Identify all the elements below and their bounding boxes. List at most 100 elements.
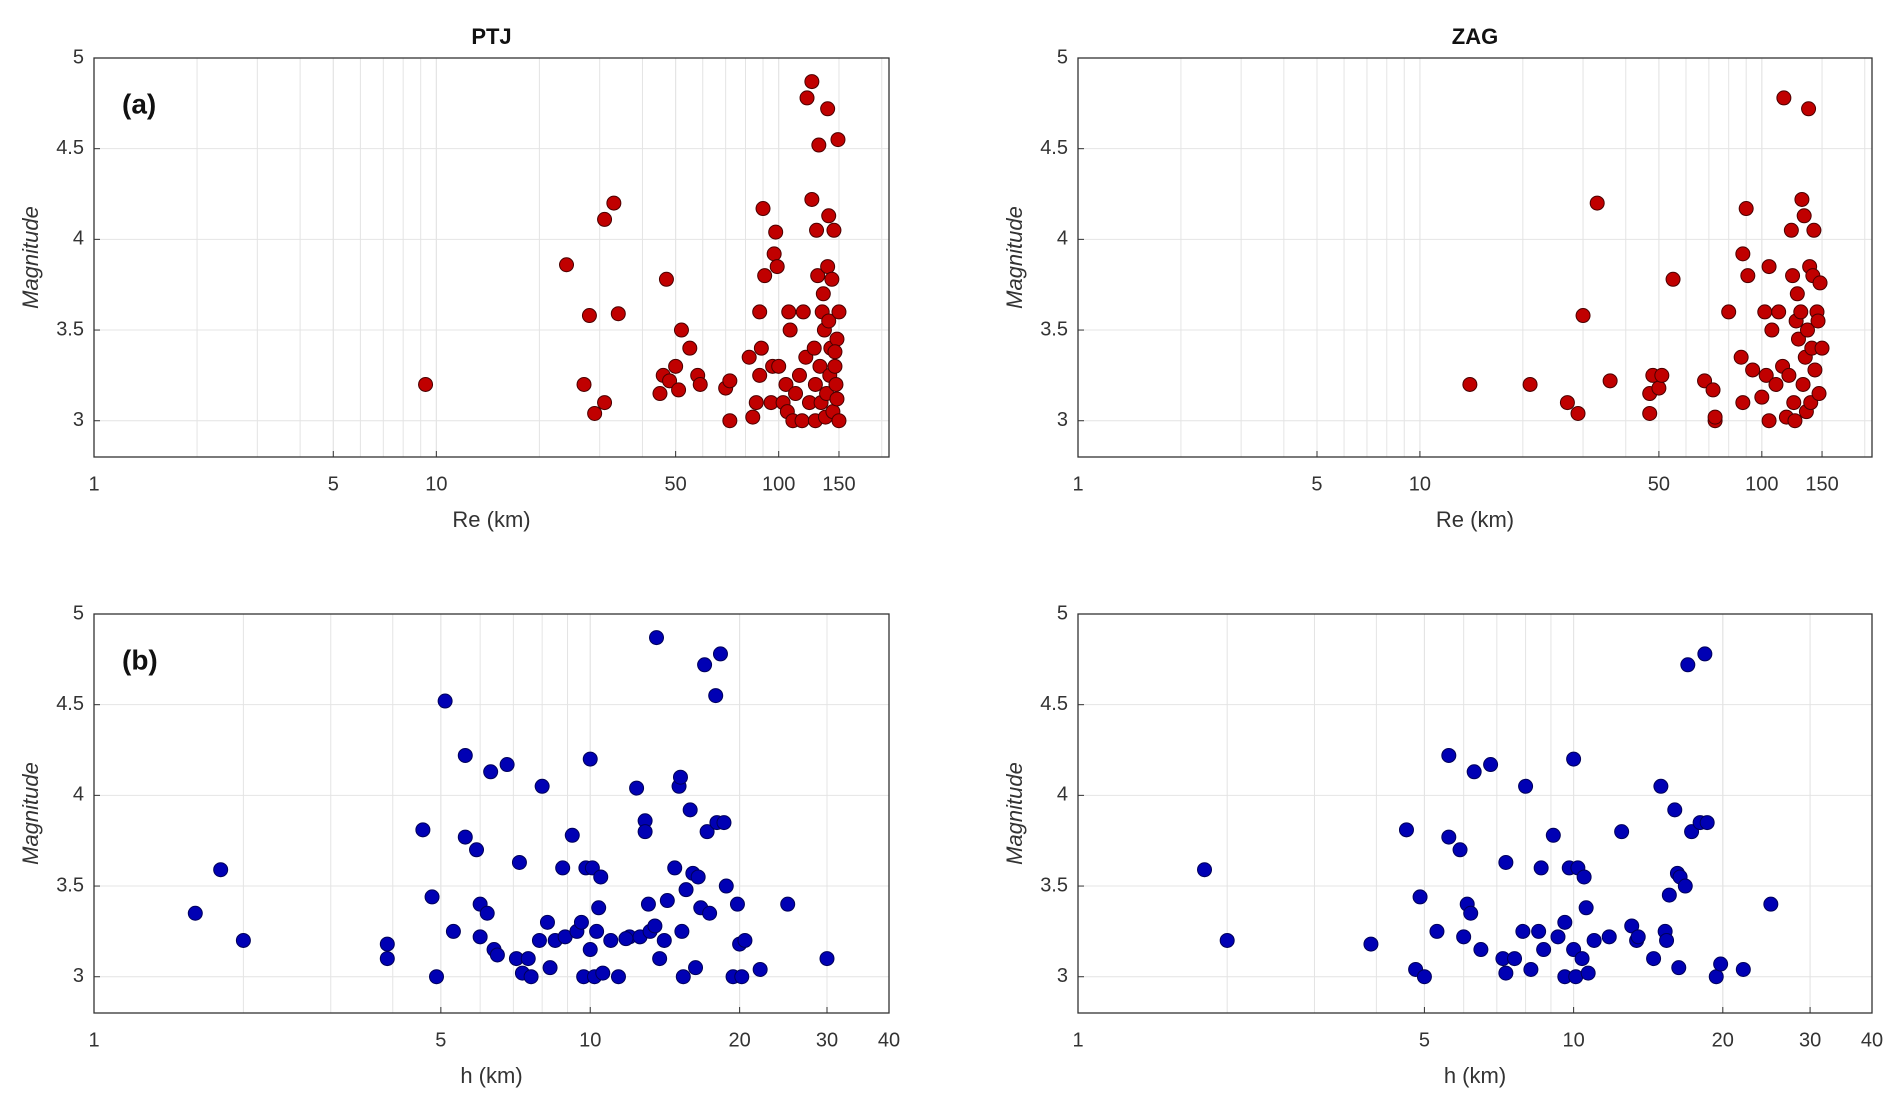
point [829,391,845,407]
point [1575,308,1591,324]
point [1533,860,1549,876]
point [1498,965,1514,981]
point [1733,349,1749,365]
point [1651,380,1667,396]
point [804,191,820,207]
point [1545,827,1561,843]
point [771,358,787,374]
point [582,942,598,958]
point [821,208,837,224]
point [734,969,750,985]
point [1705,382,1721,398]
x-tick-label: 1 [88,473,99,495]
point [768,224,784,240]
point [1806,222,1822,238]
point [429,969,445,985]
y-tick-label: 3 [73,965,84,987]
x-tick-label: 5 [435,1029,446,1051]
x-tick-label: 100 [1745,473,1778,495]
point [1796,208,1812,224]
point [809,222,825,238]
point [807,376,823,392]
point [379,951,395,967]
point [1550,929,1566,945]
point [437,693,453,709]
x-tick-label: 30 [1799,1029,1821,1051]
point [745,409,761,425]
point [829,331,845,347]
point [1197,862,1213,878]
x-axis-label: h (km) [460,1063,522,1088]
point [1642,405,1658,421]
point [618,931,634,947]
x-tick-label: 5 [328,473,339,495]
subplot: 3 3.5 4 4.5 5 1 5 10 20 30 40 h (km) Magnitude [1002,602,1883,1088]
point [1745,362,1761,378]
point [1463,905,1479,921]
point [1811,386,1827,402]
point [656,932,672,948]
point [1659,932,1675,948]
point [610,969,626,985]
point [795,304,811,320]
y-tick-label: 3 [73,409,84,431]
x-tick-label: 10 [425,473,447,495]
point [640,896,656,912]
point [1781,367,1797,383]
x-axis-label: Re (km) [452,507,530,532]
y-tick-label: 4 [73,228,84,250]
point [690,869,706,885]
point [828,376,844,392]
point [708,688,724,704]
point [1518,778,1534,794]
point [769,259,785,275]
point [1576,869,1592,885]
point [1452,842,1468,858]
point [1801,101,1817,117]
point [753,340,769,356]
point [755,201,771,217]
point [729,896,745,912]
chart-title: ZAG [1452,24,1498,49]
point [1795,376,1811,392]
y-tick-label: 3 [1057,409,1068,431]
point [1754,389,1770,405]
point [1568,969,1584,985]
point [424,889,440,905]
point [445,923,461,939]
point [780,896,796,912]
point [379,936,395,952]
point [1219,932,1235,948]
point [1522,376,1538,392]
point [1761,413,1777,429]
point [597,211,613,227]
point [539,914,555,930]
y-tick-label: 5 [73,46,84,68]
point [1498,854,1514,870]
point [702,905,718,921]
point [1713,956,1729,972]
y-tick-label: 3.5 [56,318,84,340]
point [766,246,782,262]
x-tick-label: 1 [1072,473,1083,495]
point [1589,195,1605,211]
point [806,340,822,356]
point [1799,322,1815,338]
point [722,413,738,429]
point [1441,747,1457,763]
point [542,960,558,976]
y-axis-label: Magnitude [1002,762,1027,865]
point [489,947,505,963]
point [831,413,847,429]
point [722,373,738,389]
y-tick-label: 3.5 [1040,318,1068,340]
subplot: 3 3.5 4 4.5 5 1 5 10 20 30 40 (b) h (km) Magnitude [18,602,900,1088]
point [672,769,688,785]
point [1601,929,1617,945]
point [820,259,836,275]
point [688,960,704,976]
x-tick-label: 100 [762,473,795,495]
point [673,322,689,338]
point [235,932,251,948]
point [741,349,757,365]
